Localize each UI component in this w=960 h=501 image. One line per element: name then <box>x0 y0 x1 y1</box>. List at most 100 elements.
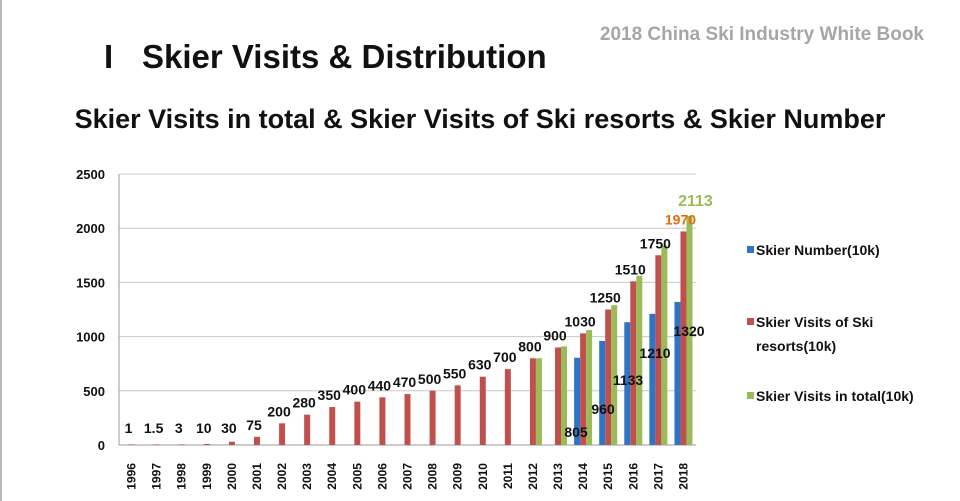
data-label-resort-visits: 75 <box>246 417 262 433</box>
data-label-resort-visits: 900 <box>543 327 567 343</box>
x-tick-label: 2009 <box>451 463 465 490</box>
x-tick-label: 2017 <box>651 463 665 490</box>
book-title: 2018 China Ski Industry White Book <box>599 24 924 45</box>
bar-resort-visits <box>529 358 536 445</box>
data-label-resort-visits: 10 <box>196 420 212 436</box>
bar-skier-number <box>649 313 656 445</box>
data-label-resort-visits: 1750 <box>640 235 671 251</box>
x-tick-label: 2011 <box>501 463 515 489</box>
x-tick-label: 2012 <box>526 463 540 490</box>
bar-resort-visits <box>630 281 637 445</box>
x-tick-label: 2005 <box>350 463 364 490</box>
x-tick-label: 1999 <box>200 463 214 490</box>
bar-resort-visits <box>203 443 210 445</box>
bar-skier-number <box>624 322 631 445</box>
bar-resort-visits <box>555 347 562 445</box>
data-label-skier-number: 805 <box>564 424 588 440</box>
data-label-resort-visits: 700 <box>493 349 517 365</box>
y-tick-label: 1500 <box>76 275 105 290</box>
legend-label-total-visits: Skier Visits in total(10k) <box>756 388 914 404</box>
data-label-total-visits: 2113 <box>678 193 713 210</box>
bar-skier-number <box>674 301 681 445</box>
data-label-resort-visits: 550 <box>443 365 467 381</box>
bar-resort-visits <box>504 369 511 445</box>
legend-swatch-skier-number <box>747 246 754 253</box>
x-tick-label: 2000 <box>225 463 239 490</box>
x-tick-label: 2018 <box>676 463 690 490</box>
data-label-resort-visits: 470 <box>393 374 417 390</box>
data-label-resort-visits: 1030 <box>565 313 596 329</box>
legend-label-skier-number: Skier Number(10k) <box>756 242 880 258</box>
bar-resort-visits <box>479 376 486 445</box>
y-tick-label: 0 <box>98 438 105 453</box>
bar-total-visits <box>586 330 593 445</box>
data-label-resort-visits: 1.5 <box>144 420 164 436</box>
x-tick-label: 1998 <box>175 463 189 490</box>
bar-resort-visits <box>379 397 386 445</box>
x-tick-label: 2003 <box>300 463 314 490</box>
bar-total-visits <box>561 346 568 445</box>
bar-resort-visits <box>655 255 662 445</box>
data-label-resort-visits: 1 <box>125 420 133 436</box>
data-label-resort-visits: 400 <box>343 382 367 398</box>
data-label-resort-visits: 3 <box>175 420 183 436</box>
bar-resort-visits <box>404 394 411 445</box>
x-tick-label: 2014 <box>576 463 590 490</box>
x-tick-label: 2016 <box>626 463 640 490</box>
x-tick-label: 1997 <box>150 463 164 490</box>
data-label-resort-visits: 30 <box>221 420 237 436</box>
y-tick-label: 2500 <box>76 167 105 182</box>
bar-total-visits <box>535 358 542 445</box>
x-tick-label: 2006 <box>375 463 389 490</box>
chart-title: Skier Visits in total & Skier Visits of … <box>74 104 886 134</box>
x-tick-label: 2013 <box>551 463 565 490</box>
bar-resort-visits <box>279 423 286 445</box>
y-tick-label: 1000 <box>76 330 105 345</box>
section-number: I <box>104 38 114 75</box>
x-tick-label: 2010 <box>476 463 490 490</box>
data-label-resort-visits: 200 <box>267 403 291 419</box>
x-tick-label: 1996 <box>125 463 139 490</box>
bar-resort-visits <box>153 444 160 445</box>
bar-resort-visits <box>580 333 587 445</box>
data-label-resort-visits: 1250 <box>590 290 621 306</box>
legend-swatch-resort-visits <box>747 318 754 325</box>
x-tick-label: 2007 <box>401 463 415 490</box>
y-tick-label: 500 <box>83 384 105 399</box>
x-tick-label: 2004 <box>325 463 339 490</box>
bar-total-visits <box>686 215 693 445</box>
bar-total-visits <box>611 305 618 445</box>
left-border-rule <box>0 0 2 501</box>
data-label-resort-visits: 800 <box>518 338 542 354</box>
x-tick-label: 2002 <box>275 463 289 490</box>
legend-label-resort-visits: Skier Visits of Ski resorts(10k) <box>756 314 874 354</box>
data-label-skier-number: 1210 <box>639 345 670 361</box>
x-tick-label: 2008 <box>426 463 440 490</box>
bar-resort-visits <box>429 390 436 445</box>
data-label-resort-visits: 350 <box>318 387 342 403</box>
bar-total-visits <box>636 275 643 445</box>
legend-item-total-visits: Skier Visits in total(10k) <box>747 384 926 408</box>
data-label-resort-visits: 1510 <box>615 261 646 277</box>
bar-resort-visits <box>253 436 260 445</box>
section-heading: I Skier Visits & Distribution <box>104 38 547 76</box>
bar-resort-visits <box>680 231 687 445</box>
legend-item-skier-number: Skier Number(10k) <box>747 238 926 262</box>
legend-swatch-total-visits <box>747 392 754 399</box>
bar-resort-visits <box>228 441 235 445</box>
legend-item-resort-visits: Skier Visits of Ski resorts(10k) <box>747 310 926 358</box>
section-title: Skier Visits & Distribution <box>142 38 547 75</box>
data-label-resort-visits: 440 <box>368 377 392 393</box>
bar-resort-visits <box>454 385 461 445</box>
bar-total-visits <box>661 245 668 445</box>
bar-resort-visits <box>354 401 361 445</box>
bar-skier-number <box>599 340 606 445</box>
bar-resort-visits <box>128 444 135 445</box>
data-label-skier-number: 960 <box>591 401 615 417</box>
data-label-resort-visits: 280 <box>292 395 316 411</box>
data-label-resort-visits: 630 <box>468 357 492 373</box>
data-label-skier-number: 1133 <box>613 372 644 388</box>
bar-resort-visits <box>329 407 336 445</box>
data-label-skier-number: 1320 <box>673 323 704 339</box>
